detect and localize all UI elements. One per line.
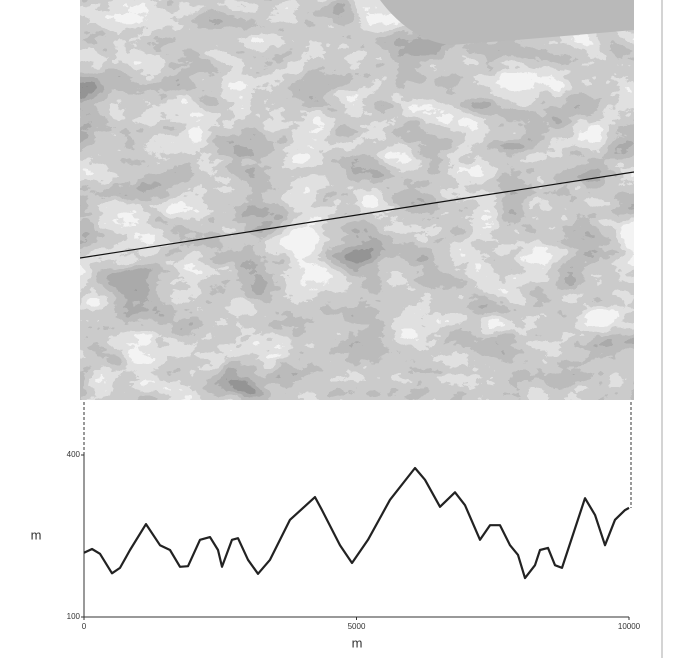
x-tick-label: 0 bbox=[82, 622, 87, 631]
terrain-map bbox=[80, 0, 634, 400]
y-tick-label: 100 bbox=[67, 612, 81, 621]
x-axis-label: m bbox=[352, 635, 363, 650]
x-tick-label: 5000 bbox=[348, 622, 366, 631]
y-tick-label: 400 bbox=[67, 450, 81, 459]
profile-line bbox=[83, 466, 630, 580]
y-axis-label: m bbox=[31, 527, 42, 542]
x-tick-label: 10000 bbox=[618, 622, 641, 631]
